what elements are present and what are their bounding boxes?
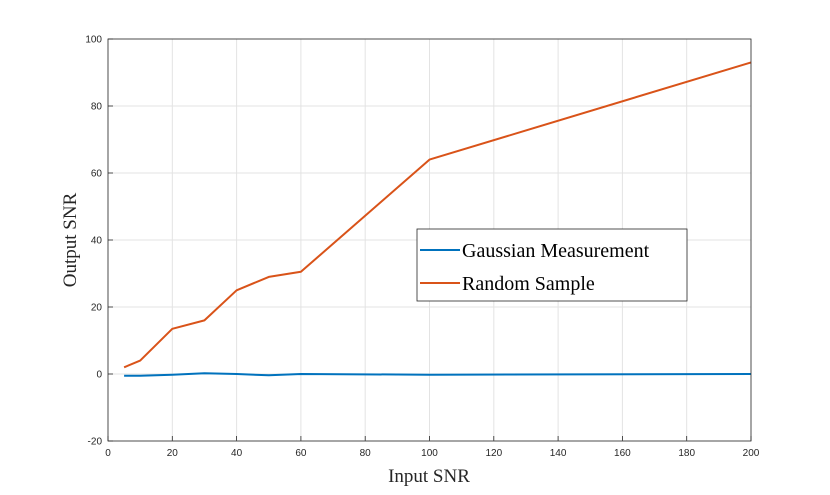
plot-frame [107, 38, 752, 442]
series-group [123, 61, 752, 377]
x-tick-label: 200 [743, 448, 760, 459]
legend-box [416, 228, 688, 302]
legend-label-random-sample: Random Sample [462, 273, 595, 295]
y-tick-label: 80 [91, 102, 103, 113]
x-tick-label: 20 [167, 448, 179, 459]
series-line-random-sample [123, 61, 752, 369]
y-tick-labels: -20 0 20 40 60 80 100 [85, 35, 102, 448]
y-tick-label: 20 [91, 303, 103, 314]
y-tick-label: 40 [91, 236, 103, 247]
x-tick-label: 0 [105, 448, 111, 459]
y-tick-label: 0 [96, 370, 102, 381]
x-tick-label: 140 [550, 448, 567, 459]
legend: Gaussian Measurement Random Sample [416, 228, 688, 302]
x-tick-label: 40 [231, 448, 243, 459]
x-tick-label: 180 [678, 448, 695, 459]
x-tick-label: 60 [295, 448, 307, 459]
x-tick-label: 120 [485, 448, 502, 459]
series-line-gaussian-measurement [124, 372, 752, 377]
x-tick-label: 80 [360, 448, 372, 459]
x-axis-label: Input SNR [388, 466, 470, 487]
x-tick-label: 100 [421, 448, 438, 459]
legend-label-gaussian-measurement: Gaussian Measurement [462, 240, 650, 262]
y-tick-label: 100 [85, 35, 102, 46]
y-tick-label: -20 [88, 437, 103, 448]
y-axis-label: Output SNR [60, 192, 81, 287]
x-tick-label: 160 [614, 448, 631, 459]
x-tick-labels: 0 20 40 60 80 100 120 140 160 180 200 [105, 448, 760, 459]
y-tick-label: 60 [91, 169, 103, 180]
